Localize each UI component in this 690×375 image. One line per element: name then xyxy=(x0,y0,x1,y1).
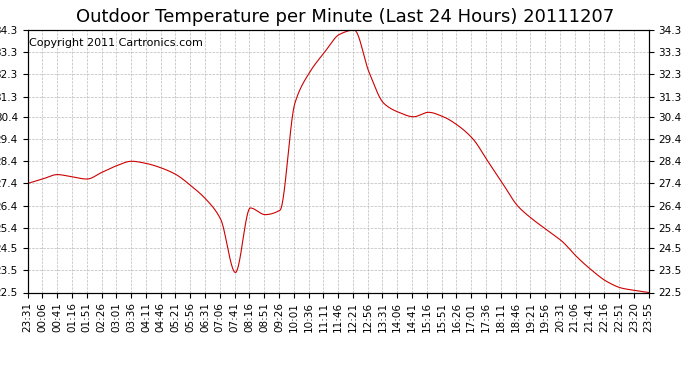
Text: Copyright 2011 Cartronics.com: Copyright 2011 Cartronics.com xyxy=(29,38,203,48)
Text: Outdoor Temperature per Minute (Last 24 Hours) 20111207: Outdoor Temperature per Minute (Last 24 … xyxy=(76,8,614,26)
